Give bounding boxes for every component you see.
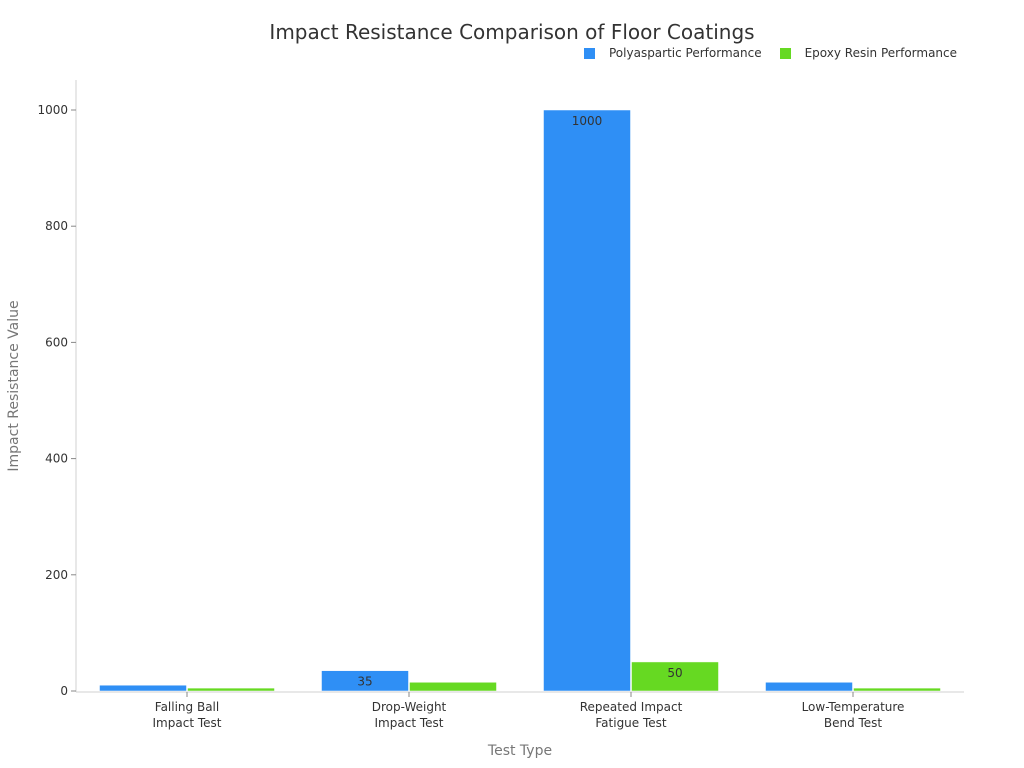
- x-category-label: Drop-Weight: [372, 700, 447, 714]
- legend-item-polyaspartic[interactable]: Polyaspartic Performance: [584, 46, 762, 60]
- bar-epoxy[interactable]: [853, 687, 941, 692]
- bar-polyaspartic[interactable]: [543, 109, 631, 692]
- x-category-label: Falling Ball: [155, 700, 219, 714]
- bar-polyaspartic[interactable]: [765, 682, 853, 692]
- bar-value-label: 35: [357, 675, 372, 689]
- y-tick-label: 600: [45, 335, 68, 349]
- y-axis: 0 200 400 600 800 1000: [37, 80, 77, 698]
- x-axis-title: Test Type: [487, 743, 552, 759]
- x-category-label: Bend Test: [824, 716, 883, 730]
- legend: Polyaspartic Performance Epoxy Resin Per…: [584, 46, 975, 60]
- y-tick-label: 200: [45, 568, 68, 582]
- legend-label-polyaspartic: Polyaspartic Performance: [609, 46, 762, 60]
- y-tick-label: 0: [60, 684, 68, 698]
- bar-value-label: 1000: [572, 114, 603, 128]
- bar-epoxy[interactable]: [409, 682, 497, 692]
- chart-title: Impact Resistance Comparison of Floor Co…: [269, 20, 755, 44]
- x-category-label: Low-Temperature: [802, 700, 905, 714]
- bar-value-label: 50: [667, 666, 682, 680]
- y-tick-label: 800: [45, 219, 68, 233]
- x-category-label: Fatigue Test: [595, 716, 667, 730]
- y-tick-label: 1000: [37, 103, 68, 117]
- bars: 35 1000 50: [99, 109, 941, 692]
- bar-epoxy[interactable]: [187, 687, 275, 692]
- legend-swatch-polyaspartic: [584, 47, 595, 59]
- x-category-label: Impact Test: [375, 716, 444, 730]
- bar-polyaspartic[interactable]: [99, 684, 187, 692]
- legend-item-epoxy[interactable]: Epoxy Resin Performance: [779, 46, 958, 60]
- x-category-label: Repeated Impact: [580, 700, 683, 714]
- x-category-label: Impact Test: [153, 716, 222, 730]
- legend-label-epoxy: Epoxy Resin Performance: [804, 46, 958, 60]
- y-tick-label: 400: [45, 452, 68, 466]
- y-axis-title: Impact Resistance Value: [6, 300, 22, 471]
- x-axis: Falling Ball Impact Test Drop-Weight Impact…: [76, 691, 964, 730]
- bar-epoxy[interactable]: [631, 661, 719, 692]
- bar-polyaspartic[interactable]: [321, 670, 409, 692]
- legend-swatch-epoxy: [779, 47, 791, 59]
